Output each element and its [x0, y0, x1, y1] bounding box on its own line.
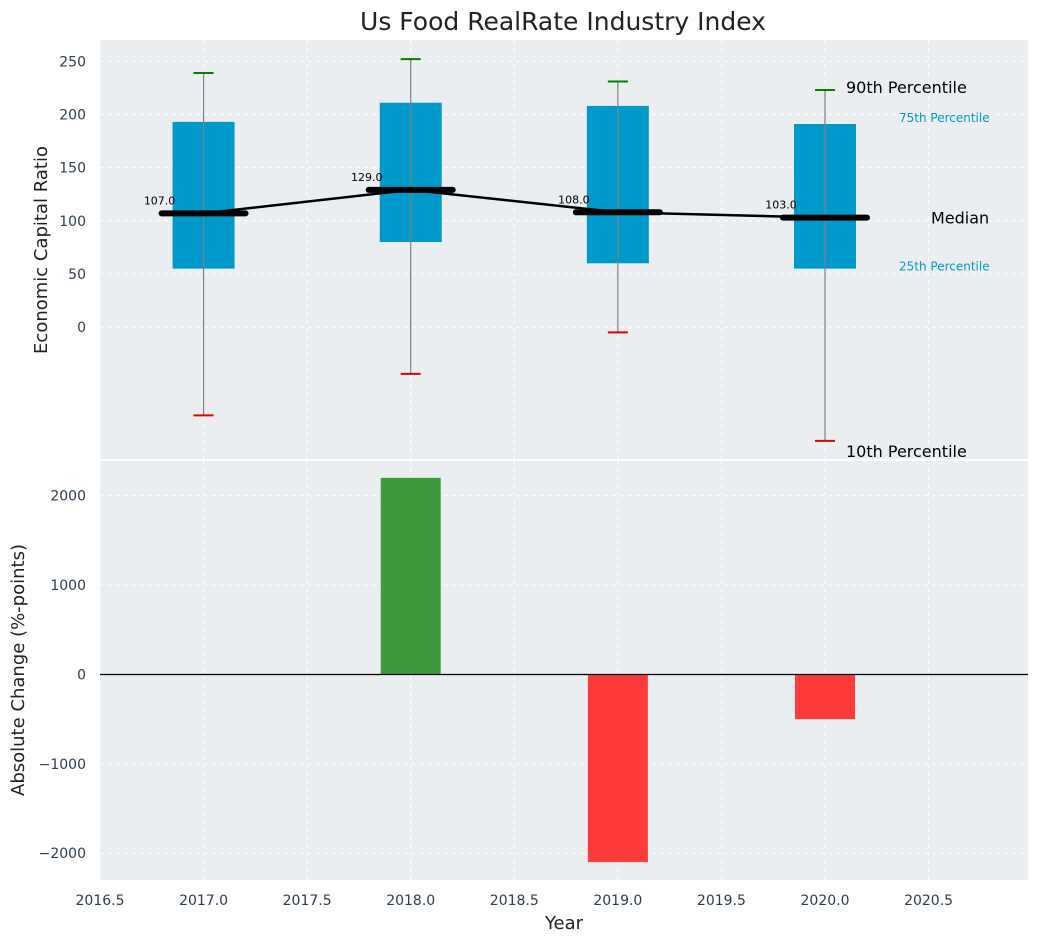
top-y-tick-label: 100: [59, 214, 86, 230]
top-y-tick-label: 200: [59, 107, 86, 123]
p90-annotation: 90th Percentile: [846, 78, 967, 97]
box-plot-series: 107.0 129.0 108.0 103.0: [144, 58, 870, 442]
bottom-y-tick-labels: −2000 −1000 0 1000 2000: [39, 489, 86, 862]
top-y-axis-title: Economic Capital Ratio: [31, 146, 52, 354]
median-value-label: 107.0: [144, 194, 176, 207]
p75-annotation: 75th Percentile: [899, 111, 990, 125]
chart-title: Us Food RealRate Industry Index: [360, 7, 766, 36]
p25-annotation: 25th Percentile: [899, 260, 990, 274]
top-y-tick-label: 250: [59, 54, 86, 70]
median-trend-line: [203, 188, 826, 219]
median-value-label: 129.0: [351, 171, 383, 184]
percentile-annotations: 90th Percentile 75th Percentile Median 25th…: [846, 78, 990, 461]
x-tick-label: 2019.0: [593, 893, 642, 909]
x-tick-label: 2017.5: [283, 893, 332, 909]
bottom-y-axis-title: Absolute Change (%-points): [8, 544, 29, 796]
x-tick-label: 2020.5: [904, 893, 953, 909]
change-bar-series: [100, 477, 1028, 863]
median-value-label: 103.0: [765, 199, 797, 212]
top-y-tick-label: 50: [68, 267, 86, 283]
top-y-tick-labels: 0 50 100 150 200 250: [59, 54, 86, 336]
bottom-y-tick-label: 1000: [50, 578, 86, 594]
x-tick-label: 2017.0: [179, 893, 228, 909]
top-plot-area: [100, 40, 1028, 460]
bottom-y-tick-label: 0: [77, 667, 86, 683]
bottom-y-tick-label: 2000: [50, 489, 86, 505]
median-value-label: 108.0: [558, 193, 590, 206]
x-axis-title: Year: [544, 913, 584, 934]
top-y-tick-label: 0: [77, 320, 86, 336]
bottom-y-tick-label: −2000: [39, 846, 86, 862]
bottom-plot-area: [100, 460, 1028, 880]
x-tick-label: 2018.0: [386, 893, 435, 909]
p10-annotation: 10th Percentile: [846, 442, 967, 461]
median-trend-line-group: [203, 188, 826, 219]
bottom-y-tick-label: −1000: [39, 757, 86, 773]
x-tick-label: 2019.5: [697, 893, 746, 909]
change-bar: [380, 477, 441, 675]
change-bar: [795, 674, 855, 720]
x-tick-labels: 2016.5 2017.0 2017.5 2018.0 2018.5 2019.0 2019…: [76, 893, 954, 909]
top-y-tick-label: 150: [59, 161, 86, 177]
x-tick-label: 2016.5: [76, 893, 125, 909]
median-annotation: Median: [931, 209, 989, 228]
x-tick-label: 2020.0: [801, 893, 850, 909]
x-tick-label: 2018.5: [490, 893, 539, 909]
change-bar: [587, 674, 648, 863]
